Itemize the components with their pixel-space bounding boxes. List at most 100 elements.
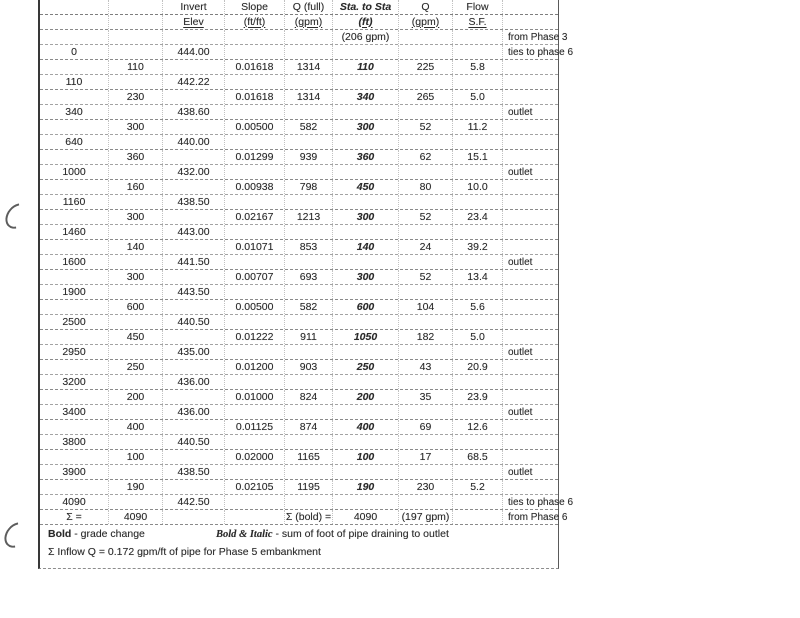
cell-notes	[502, 195, 558, 209]
cell-station: 4090	[62, 495, 86, 508]
cell-station	[40, 0, 108, 14]
cell-length_ft	[108, 195, 162, 209]
cell-flow_safety_factor	[452, 225, 502, 239]
cell-length_ft: 450	[108, 330, 162, 344]
table-row: 450 0.01222 911 1050 182 5.0	[40, 330, 558, 345]
cell-notes	[502, 180, 558, 194]
cell-q_full_gpm: 798	[284, 180, 332, 194]
cell-q_gpm: 62	[398, 150, 452, 164]
cell-invert_elev: 435.00	[162, 345, 224, 359]
cell-sta_to_sta_ft	[332, 315, 398, 329]
cell-station	[40, 360, 108, 374]
table-row: 1900 443.50	[40, 285, 558, 300]
cell-invert_elev	[162, 360, 224, 374]
cell-q_full_gpm: 693	[284, 270, 332, 284]
cell-q_gpm	[398, 30, 452, 44]
cell-notes	[502, 330, 558, 344]
cell-sta_to_sta_ft	[332, 465, 398, 479]
cell-sta_to_sta_ft: 600	[332, 300, 398, 314]
punch-hole-artifact-upper	[0, 198, 35, 234]
cell-station	[40, 390, 108, 404]
table-row: 250 0.01200 903 250 43 20.9	[40, 360, 558, 375]
cell-q_gpm	[398, 405, 452, 419]
cell-q_full_gpm: 939	[284, 150, 332, 164]
cell-flow_safety_factor	[452, 75, 502, 89]
cell-q_gpm	[398, 135, 452, 149]
cell-length_ft	[108, 75, 162, 89]
cell-flow_safety_factor	[452, 165, 502, 179]
cell-q_full_gpm: 1314	[284, 60, 332, 74]
cell-invert_elev: 443.00	[162, 225, 224, 239]
cell-q_gpm: 182	[398, 330, 452, 344]
cell-notes	[502, 300, 558, 314]
table-row: 3800 440.50	[40, 435, 558, 450]
cell-q_gpm	[398, 345, 452, 359]
legend-bold: Bold - grade change	[48, 528, 145, 540]
cell-sta_to_sta_ft: 1050	[332, 330, 398, 344]
cell-notes	[502, 15, 558, 29]
cell-length_ft	[108, 345, 162, 359]
cell-q_full_gpm: (gpm)	[284, 15, 332, 29]
cell-station: 1460	[62, 225, 86, 238]
cell-slope_ftft	[224, 405, 284, 419]
cell-slope_ftft: 0.02167	[224, 210, 284, 224]
cell-station	[40, 480, 108, 494]
cell-station	[40, 30, 108, 44]
cell-length_ft	[108, 0, 162, 14]
table-row: 1160 438.50	[40, 195, 558, 210]
cell-invert_elev: Elev	[162, 15, 224, 29]
cell-length_ft	[108, 405, 162, 419]
cell-flow_safety_factor: 39.2	[452, 240, 502, 254]
cell-length_ft: 600	[108, 300, 162, 314]
cell-flow_safety_factor	[452, 510, 502, 524]
cell-sta_to_sta_ft: 300	[332, 270, 398, 284]
cell-sta_to_sta_ft	[332, 105, 398, 119]
cell-slope_ftft: 0.01222	[224, 330, 284, 344]
cell-length_ft	[108, 285, 162, 299]
cell-length_ft: 230	[108, 90, 162, 104]
cell-q_full_gpm: 911	[284, 330, 332, 344]
cell-station: 640	[65, 135, 83, 148]
cell-flow_safety_factor: 10.0	[452, 180, 502, 194]
cell-invert_elev	[162, 90, 224, 104]
cell-q_gpm: 52	[398, 210, 452, 224]
cell-sta_to_sta_ft: 400	[332, 420, 398, 434]
legend-bold-italic: Bold & Italic - sum of foot of pipe drai…	[216, 528, 449, 540]
cell-notes	[502, 270, 558, 284]
cell-length_ft	[108, 255, 162, 269]
cell-q_gpm	[398, 495, 452, 509]
cell-slope_ftft	[224, 285, 284, 299]
cell-station: 2950	[62, 345, 86, 358]
cell-length_ft: 110	[108, 60, 162, 74]
cell-notes	[502, 360, 558, 374]
cell-q_gpm	[398, 285, 452, 299]
cell-station	[40, 300, 108, 314]
cell-q_full_gpm: 824	[284, 390, 332, 404]
cell-length_ft	[108, 375, 162, 389]
cell-q_gpm: 104	[398, 300, 452, 314]
cell-slope_ftft: 0.01000	[224, 390, 284, 404]
cell-station	[40, 120, 108, 134]
cell-q_full_gpm	[284, 465, 332, 479]
cell-notes: outlet	[502, 405, 558, 419]
cell-slope_ftft: 0.01618	[224, 90, 284, 104]
cell-flow_safety_factor: 23.4	[452, 210, 502, 224]
cell-q_gpm	[398, 255, 452, 269]
cell-sta_to_sta_ft	[332, 255, 398, 269]
cell-station	[40, 420, 108, 434]
cell-slope_ftft	[224, 225, 284, 239]
cell-slope_ftft: 0.00500	[224, 120, 284, 134]
cell-length_ft: 140	[108, 240, 162, 254]
cell-station	[40, 210, 108, 224]
cell-length_ft	[108, 30, 162, 44]
cell-invert_elev: 440.50	[162, 315, 224, 329]
cell-notes	[502, 0, 558, 14]
table-row: 1460 443.00	[40, 225, 558, 240]
cell-q_full_gpm	[284, 315, 332, 329]
cell-q_full_gpm: 903	[284, 360, 332, 374]
cell-q_gpm: 24	[398, 240, 452, 254]
cell-notes: ties to phase 6	[502, 45, 573, 59]
cell-q_gpm: 265	[398, 90, 452, 104]
cell-q_gpm	[398, 375, 452, 389]
cell-length_ft	[108, 495, 162, 509]
